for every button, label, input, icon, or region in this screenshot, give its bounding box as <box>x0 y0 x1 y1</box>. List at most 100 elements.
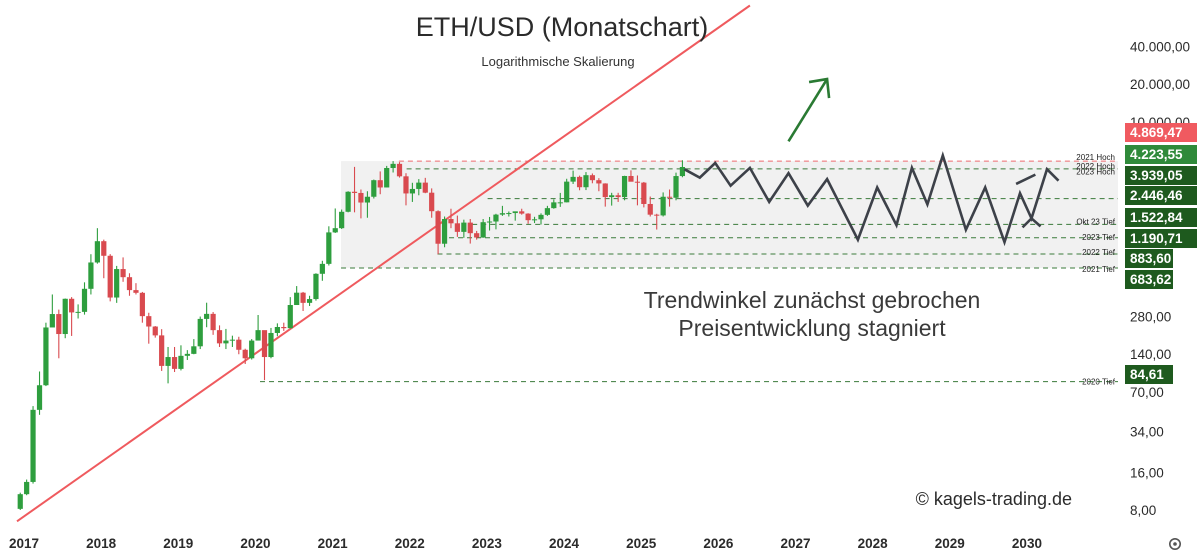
candle-down <box>467 219 473 244</box>
candle-body <box>519 211 525 214</box>
candle-up <box>197 316 203 350</box>
candle-up <box>255 314 261 341</box>
candle-body <box>666 196 673 198</box>
candle-body <box>461 222 467 232</box>
candle-body <box>319 263 325 274</box>
candle-up <box>409 182 415 202</box>
price-badge: 4.223,55 <box>1125 145 1197 164</box>
y-tick-label: 20.000,00 <box>1130 77 1190 92</box>
candle-down <box>159 329 165 371</box>
price-badge-text: 3.939,05 <box>1130 168 1183 183</box>
y-tick-label: 70,00 <box>1130 385 1164 400</box>
candle-up <box>364 191 371 218</box>
candle-down <box>602 183 608 207</box>
candle-body <box>223 340 229 344</box>
candle-down <box>396 162 403 178</box>
price-badge-bg <box>1125 270 1173 289</box>
candle-up <box>679 160 686 178</box>
candle-up <box>480 219 486 238</box>
candle-body <box>454 223 460 232</box>
candle-body <box>120 269 126 278</box>
price-badge-text: 1.190,71 <box>1130 231 1183 246</box>
price-badge-text: 4.223,55 <box>1130 147 1183 162</box>
candles <box>17 160 686 510</box>
candle-body <box>474 233 480 238</box>
candle-down <box>641 181 647 208</box>
candle-up <box>313 273 319 301</box>
x-tick-label: 2019 <box>163 536 193 551</box>
candle-body <box>602 183 608 198</box>
candle-body <box>229 339 236 341</box>
price-badge-bg <box>1125 249 1173 268</box>
price-badge-text: 4.869,47 <box>1130 125 1183 140</box>
candle-up <box>178 345 184 371</box>
candle-up <box>114 265 120 303</box>
candle-body <box>49 314 55 328</box>
candle-up <box>557 192 563 207</box>
candle-down <box>589 173 595 184</box>
price-badge: 2.446,46 <box>1125 186 1197 205</box>
x-tick-label: 2027 <box>780 536 810 551</box>
candle-up <box>660 192 666 217</box>
price-badge: 883,60 <box>1125 249 1173 268</box>
candle-body <box>351 191 358 193</box>
consolidation-band <box>341 161 1118 268</box>
candle-up <box>204 302 210 328</box>
candle-up <box>165 346 171 384</box>
candle-up <box>191 339 197 355</box>
candle-down <box>377 171 383 195</box>
candle-down <box>236 336 242 355</box>
candle-up <box>332 208 338 233</box>
candle-body <box>628 175 634 182</box>
candle-up <box>17 492 23 510</box>
candle-down <box>56 309 62 359</box>
candle-up <box>506 211 512 217</box>
candle-body <box>673 176 679 198</box>
candle-body <box>551 202 557 209</box>
candle-up <box>294 286 300 306</box>
candle-body <box>88 262 94 289</box>
x-tick-label: 2021 <box>318 536 349 551</box>
price-badge-text: 1.522,84 <box>1130 210 1183 225</box>
candle-body <box>30 409 36 482</box>
candle-up <box>499 205 506 216</box>
candle-down <box>351 166 358 213</box>
credit-text: © kagels-trading.de <box>916 489 1072 509</box>
settings-gear-icon[interactable] <box>1169 538 1181 550</box>
candle-up <box>551 199 557 209</box>
candle-body <box>609 195 615 198</box>
price-badge-bg <box>1125 208 1197 227</box>
candle-body <box>544 208 551 215</box>
price-badge: 4.869,47 <box>1125 123 1197 142</box>
candle-body <box>43 327 49 386</box>
candle-body <box>107 255 113 298</box>
candle-body <box>429 192 435 212</box>
candle-down <box>216 325 223 347</box>
candle-down <box>107 254 113 302</box>
trendline-line <box>16 4 751 523</box>
candle-body <box>615 195 621 198</box>
candle-body <box>531 219 538 221</box>
candle-body <box>596 180 602 184</box>
candle-up <box>75 304 81 319</box>
annotation-line-1: Trendwinkel zunächst gebrochen <box>644 287 981 313</box>
candle-body <box>570 176 576 182</box>
candle-body <box>159 335 165 366</box>
candle-body <box>377 180 383 188</box>
candle-up <box>544 205 551 216</box>
candle-body <box>486 221 493 223</box>
candle-down <box>628 170 634 182</box>
candle-body <box>268 332 274 358</box>
y-tick-label: 140,00 <box>1130 347 1171 362</box>
candle-body <box>403 176 409 194</box>
candle-body <box>409 188 415 194</box>
x-tick-label: 2017 <box>9 536 39 551</box>
candle-body <box>641 182 647 204</box>
candle-up <box>319 260 325 281</box>
candle-body <box>557 202 563 204</box>
candle-up <box>345 191 351 213</box>
price-badge: 1.522,84 <box>1125 208 1197 227</box>
candle-body <box>621 175 628 198</box>
